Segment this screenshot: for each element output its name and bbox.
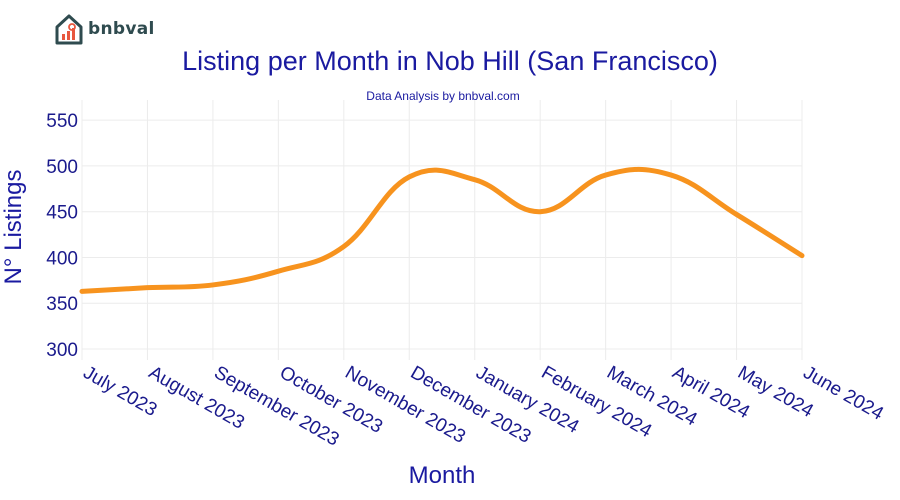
y-tick-label: 300 [46,340,78,361]
x-tick-label: June 2024 [800,362,888,425]
chart-title: Listing per Month in Nob Hill (San Franc… [182,46,718,76]
brand-name: bnbval [88,19,155,39]
grid [81,100,803,360]
y-axis: 300 350 400 450 500 550 [46,111,78,361]
brand-logo: bnbval [54,12,155,46]
chart-subtitle: Data Analysis by bnbval.com [366,89,519,103]
y-tick-label: 550 [46,111,78,132]
x-tick-label: February 2024 [538,362,656,442]
x-axis-title: Month [409,462,476,489]
y-axis-title: N° Listings [0,170,27,285]
series-line [79,166,805,294]
y-tick-label: 400 [46,248,78,269]
x-tick-label: July 2023 [80,362,161,421]
y-tick-label: 500 [46,157,78,178]
house-chart-icon [55,14,83,45]
y-tick-label: 450 [46,203,78,224]
y-tick-label: 350 [46,294,78,315]
